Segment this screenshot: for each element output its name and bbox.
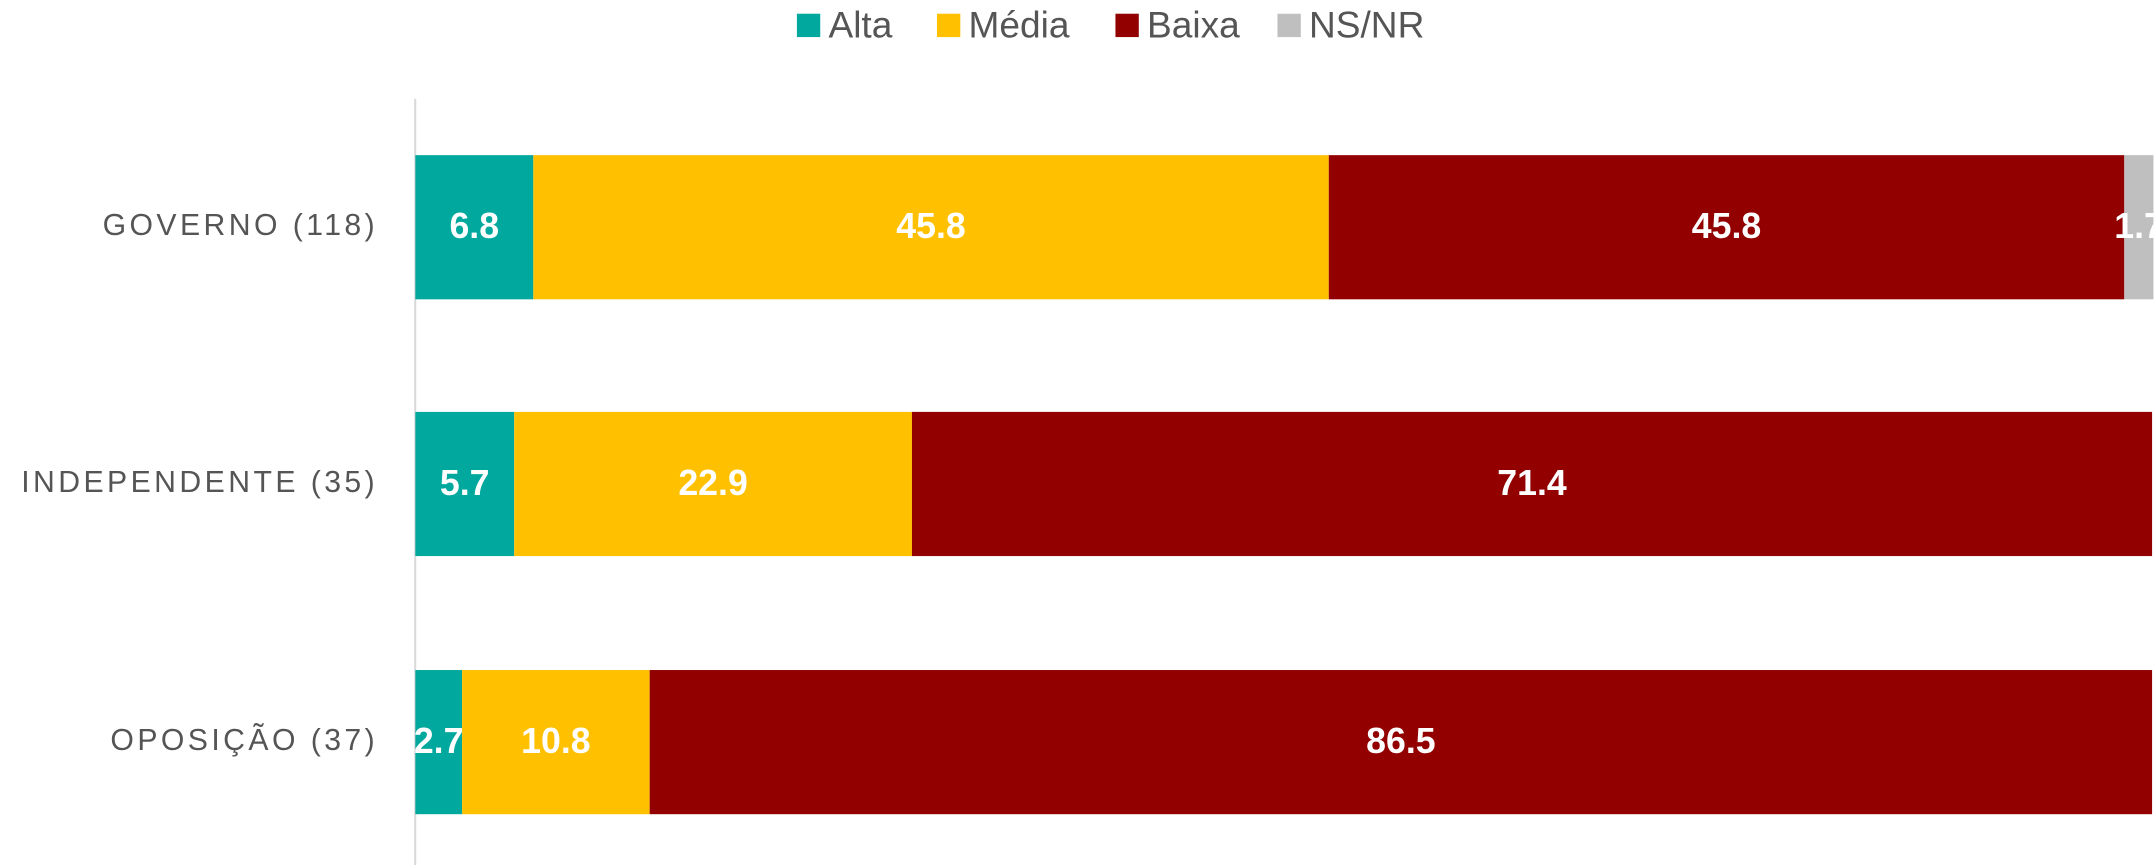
- legend-swatch: [1115, 13, 1139, 38]
- value-label: 2.7: [414, 721, 464, 761]
- value-label: 10.8: [521, 721, 590, 761]
- value-label: 45.8: [1692, 206, 1761, 246]
- category-label: INDEPENDENTE (35): [21, 466, 378, 499]
- bar-segment: [415, 155, 534, 300]
- value-label: 6.8: [449, 206, 499, 246]
- bar-segment: [415, 670, 463, 815]
- bar-segment: [415, 411, 515, 557]
- value-label: 5.7: [440, 463, 490, 503]
- category-label: GOVERNO (118): [103, 209, 379, 242]
- bar-segment: [533, 155, 1329, 300]
- legend-swatch: [936, 13, 961, 38]
- legend-label: Média: [969, 3, 1070, 45]
- value-label: 1.7: [2114, 206, 2154, 246]
- bar-segment: [649, 670, 2153, 815]
- legend-label: NS/NR: [1309, 3, 1424, 45]
- legend-label: Alta: [828, 3, 892, 45]
- value-label: 86.5: [1366, 721, 1435, 761]
- value-label: 45.8: [896, 206, 965, 246]
- category-label: OPOSIÇÃO (37): [110, 723, 378, 757]
- bar-segment: [911, 411, 2153, 557]
- value-label: 71.4: [1497, 463, 1567, 503]
- legend-swatch: [796, 13, 821, 38]
- bar-segment: [514, 411, 912, 557]
- bar-segment: [1328, 155, 2125, 300]
- plot-area: 6.8 45.8 45.8 1.7 5.7 22.9 71.4 2.7 10.8 86.5: [414, 155, 2154, 815]
- bar-segment: [2124, 155, 2154, 300]
- legend-label: Baixa: [1147, 3, 1240, 45]
- legend-swatch: [1277, 13, 1301, 38]
- value-label: 22.9: [678, 463, 747, 503]
- bar-segment: [462, 670, 650, 815]
